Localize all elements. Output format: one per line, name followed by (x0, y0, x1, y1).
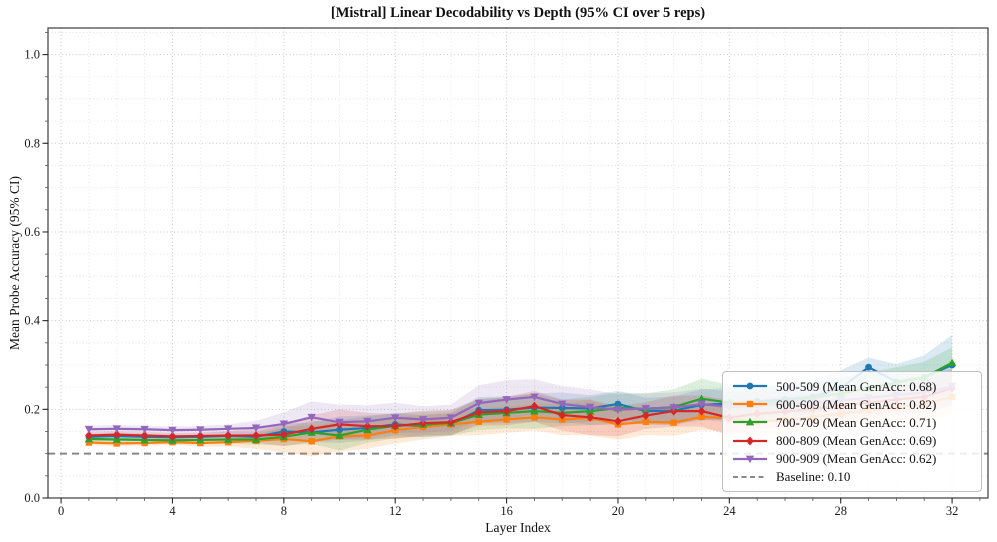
svg-text:24: 24 (723, 504, 736, 518)
legend-label: 800-809 (Mean GenAcc: 0.69) (776, 433, 937, 449)
svg-text:0.2: 0.2 (24, 402, 40, 416)
svg-text:4: 4 (169, 504, 176, 518)
legend-item-700-709: 700-709 (Mean GenAcc: 0.71) (732, 415, 972, 429)
x-axis-label: Layer Index (485, 520, 551, 535)
svg-text:0.0: 0.0 (24, 491, 40, 505)
svg-text:20: 20 (612, 504, 625, 518)
legend-label: 600-609 (Mean GenAcc: 0.82) (776, 396, 937, 412)
svg-text:0.6: 0.6 (24, 225, 40, 239)
svg-text:1.0: 1.0 (24, 48, 40, 62)
legend-label: 500-509 (Mean GenAcc: 0.68) (776, 378, 937, 394)
svg-text:0: 0 (58, 504, 64, 518)
legend: 500-509 (Mean GenAcc: 0.68) 600-609 (Mea… (722, 371, 982, 492)
line-circle-marker-icon (732, 379, 768, 393)
svg-text:32: 32 (946, 504, 959, 518)
svg-text:12: 12 (389, 504, 402, 518)
legend-item-600-609: 600-609 (Mean GenAcc: 0.82) (732, 397, 972, 411)
legend-label: 700-709 (Mean GenAcc: 0.71) (776, 414, 937, 430)
svg-text:28: 28 (834, 504, 847, 518)
line-diamond-marker-icon (732, 434, 768, 448)
svg-text:0.4: 0.4 (24, 314, 40, 328)
legend-item-900-909: 900-909 (Mean GenAcc: 0.62) (732, 452, 972, 466)
legend-label: 900-909 (Mean GenAcc: 0.62) (776, 451, 937, 467)
svg-text:8: 8 (281, 504, 287, 518)
legend-label: Baseline: 0.10 (776, 469, 851, 485)
legend-item-baseline: Baseline: 0.10 (732, 470, 972, 484)
dashed-line-icon (732, 470, 768, 484)
line-square-marker-icon (732, 397, 768, 411)
y-axis-label: Mean Probe Accuracy (95% CI) (7, 176, 22, 350)
svg-text:0.8: 0.8 (24, 136, 40, 150)
chart-title: [Mistral] Linear Decodability vs Depth (… (330, 5, 706, 21)
line-triangle-up-marker-icon (732, 415, 768, 429)
line-triangle-down-marker-icon (732, 452, 768, 466)
legend-item-500-509: 500-509 (Mean GenAcc: 0.68) (732, 379, 972, 393)
svg-text:16: 16 (500, 504, 513, 518)
legend-item-800-809: 800-809 (Mean GenAcc: 0.69) (732, 434, 972, 448)
